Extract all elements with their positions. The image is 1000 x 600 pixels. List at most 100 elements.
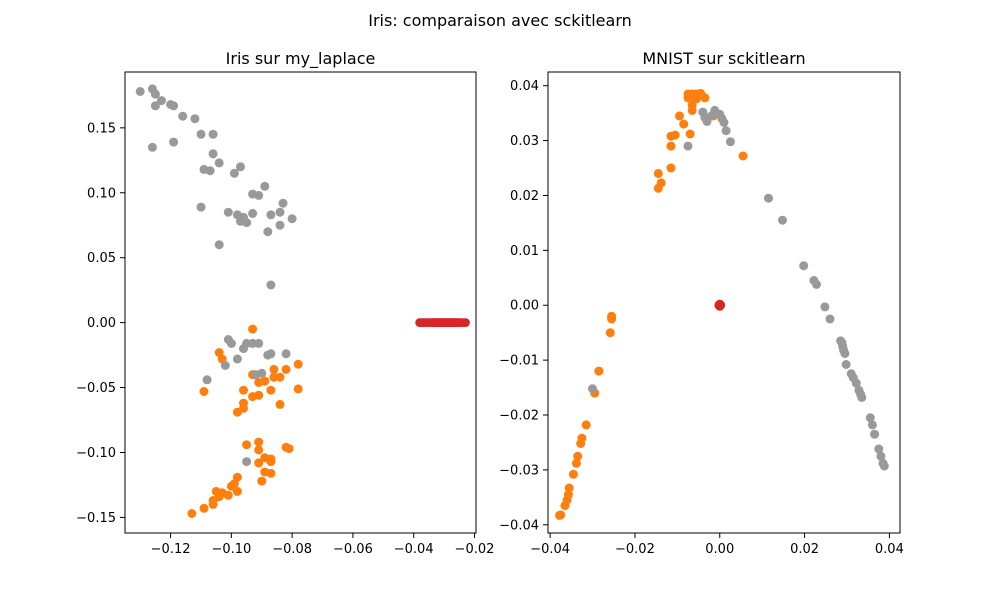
scatter-point — [199, 387, 209, 396]
scatter-point — [232, 210, 242, 220]
scatter-point — [275, 220, 285, 230]
scatter-point — [266, 385, 276, 395]
scatter-point — [879, 461, 889, 471]
scatter-point — [266, 210, 276, 220]
figure-suptitle: Iris: comparaison avec sckitlearn — [368, 11, 632, 30]
scatter-point — [257, 368, 267, 378]
scatter-point — [721, 126, 731, 136]
axes-frame — [124, 71, 477, 534]
x-tick-label: −0.06 — [333, 542, 373, 557]
scatter-point — [150, 101, 160, 111]
scatter-point — [840, 349, 850, 358]
scatter-point — [700, 93, 710, 103]
scatter-point — [205, 166, 215, 176]
scatter-point — [229, 168, 239, 178]
y-tick-label: 0.10 — [87, 186, 116, 201]
scatter-point — [239, 385, 248, 395]
scatter-point — [778, 215, 787, 225]
y-tick-label: 0.05 — [87, 251, 116, 266]
scatter-point — [242, 457, 252, 467]
y-tick-label: 0.01 — [510, 244, 539, 259]
scatter-point — [679, 119, 689, 129]
y-tick-label: −0.04 — [499, 518, 539, 533]
y-tick-label: −0.15 — [76, 511, 116, 526]
x-tick-label: 0.04 — [875, 542, 904, 557]
scatter-point — [876, 451, 886, 461]
scatter-point — [281, 349, 291, 359]
scatter-point — [248, 209, 258, 218]
scatter-point — [257, 476, 267, 486]
scatter-point — [719, 118, 729, 127]
scatter-point — [281, 442, 291, 452]
scatter-point — [573, 451, 583, 461]
scatter-point — [266, 468, 276, 478]
scatter-point — [260, 376, 270, 386]
x-tick-label: −0.02 — [615, 542, 655, 557]
scatter-point — [560, 501, 570, 511]
scatter-point — [196, 129, 206, 139]
y-tick-label: −0.03 — [499, 463, 539, 478]
scatter-point — [683, 93, 693, 103]
scatter-point — [812, 279, 821, 289]
x-tick-label: −0.04 — [530, 542, 570, 557]
scatter-point — [263, 350, 273, 360]
x-tick-label: −0.08 — [272, 542, 312, 557]
scatter-point — [287, 214, 297, 224]
scatter-point — [825, 314, 835, 324]
scatter-point — [208, 149, 218, 159]
x-tick-label: −0.04 — [394, 542, 434, 557]
scatter-point — [666, 141, 676, 151]
scatter-point — [278, 198, 288, 208]
scatter-point — [169, 137, 179, 147]
scatter-point — [178, 111, 188, 121]
scatter-point — [223, 207, 233, 217]
scatter-point — [254, 458, 264, 468]
scatter-point — [715, 301, 725, 311]
x-tick-label: −0.02 — [455, 542, 495, 557]
x-tick-label: 0.00 — [705, 542, 734, 557]
y-tick-label: 0.00 — [510, 299, 539, 314]
scatter-point — [232, 407, 242, 417]
scatter-point — [236, 162, 245, 172]
x-tick-label: 0.02 — [790, 542, 819, 557]
scatter-point — [666, 163, 676, 173]
scatter-point — [607, 314, 617, 324]
scatter-point — [293, 359, 303, 369]
scatter-point — [242, 440, 252, 450]
scatter-point — [266, 280, 276, 290]
scatter-point — [254, 445, 264, 455]
scatter-point — [576, 439, 586, 448]
scatter-point — [248, 392, 258, 402]
y-tick-label: −0.02 — [499, 409, 539, 424]
scatter-point — [157, 96, 166, 106]
scatter-point — [150, 89, 160, 99]
subplot-iris-title: Iris sur my_laplace — [226, 49, 376, 69]
scatter-point — [254, 437, 264, 447]
scatter-point — [220, 361, 230, 370]
scatter-point — [275, 399, 285, 409]
scatter-point — [275, 372, 285, 382]
scatter-point — [675, 111, 684, 121]
scatter-point — [260, 181, 270, 191]
scatter-point — [725, 137, 735, 147]
scatter-point — [653, 183, 663, 193]
scatter-point — [764, 193, 773, 203]
y-tick-label: −0.05 — [76, 381, 116, 396]
scatter-point — [208, 129, 218, 139]
scatter-point — [196, 202, 206, 212]
scatter-point — [214, 158, 224, 168]
scatter-point — [226, 481, 236, 491]
scatter-point — [135, 87, 145, 96]
scatter-point — [799, 261, 809, 271]
y-tick-label: −0.10 — [76, 446, 116, 461]
scatter-point — [867, 420, 877, 430]
scatter-point — [199, 503, 209, 513]
scatter-point — [851, 378, 861, 388]
scatter-point — [653, 169, 663, 178]
scatter-point — [857, 392, 867, 402]
scatter-point — [687, 105, 697, 115]
scatter-point — [683, 141, 693, 151]
scatter-point — [281, 364, 291, 374]
y-tick-label: 0.02 — [510, 189, 539, 204]
